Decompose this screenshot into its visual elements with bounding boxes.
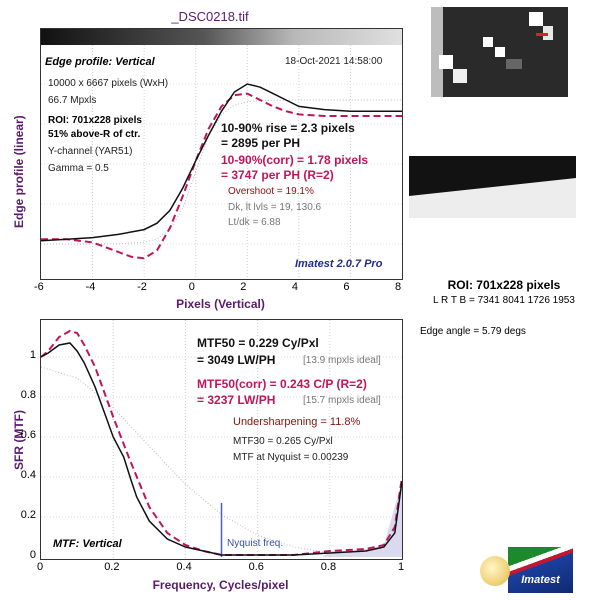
mtf-y-tick: 0.6	[20, 429, 36, 441]
mtf-y-tick: 0.2	[20, 509, 36, 521]
dark-light-levels: Dk, lt lvls = 19, 130.6	[228, 202, 322, 213]
roi-position: 51% above-R of ctr.	[48, 129, 141, 140]
chart-title: _DSC0218.tif	[171, 9, 249, 24]
mtf-y-tick: 0.8	[20, 389, 36, 401]
rise-corr-per-ph: = 3747 per PH (R=2)	[221, 168, 334, 182]
roi-thumbnail	[431, 7, 568, 97]
mtf50-value: MTF50 = 0.229 Cy/Pxl	[197, 336, 319, 350]
edge-x-tick: 0	[188, 281, 195, 293]
edge-x-ticks: -6 -4 -2 0 2 4 6 8	[34, 281, 402, 295]
mtf-y-tick: 1	[29, 349, 36, 361]
image-mpxls: 66.7 Mpxls	[48, 95, 97, 106]
edge-x-axis-label: Pixels (Vertical)	[176, 297, 265, 311]
rise-per-ph: = 2895 per PH	[221, 136, 301, 150]
imatest-logo: Imatest	[508, 547, 573, 593]
mtf-x-axis-label: Frequency, Cycles/pixel	[152, 578, 289, 592]
mtf-x-tick: 1	[398, 561, 405, 573]
roi-size: ROI: 701x228 pixels	[48, 115, 142, 126]
roi-edge-crop	[409, 156, 576, 218]
edge-panel-label: Edge profile: Vertical	[45, 56, 155, 68]
edge-x-tick: -6	[34, 281, 44, 293]
edge-x-tick: 8	[395, 281, 402, 293]
mtf-noise-region	[322, 481, 402, 557]
edge-reference-curve	[41, 99, 402, 245]
edge-measured-curve	[41, 83, 402, 242]
mtf-reference-curve	[41, 366, 330, 554]
nyquist-label: Nyquist freq.	[227, 538, 284, 549]
mtf-plot	[41, 320, 402, 559]
mtf-x-tick: 0	[37, 561, 44, 573]
edge-x-tick: -4	[85, 281, 96, 293]
sun-icon	[480, 556, 510, 586]
mtf-at-nyquist: MTF at Nyquist = 0.00239	[233, 452, 349, 463]
mtf-panel-label: MTF: Vertical	[53, 538, 122, 550]
mtf-panel: MTF50 = 0.229 Cy/Pxl = 3049 LW/PH [13.9 …	[40, 319, 403, 560]
mtf-measured-curve	[41, 342, 402, 556]
edge-corrected-curve	[41, 92, 402, 260]
mtf-x-tick: 0.2	[104, 561, 120, 573]
rise-corr-value: 10-90%(corr) = 1.78 pixels	[221, 153, 369, 167]
image-size: 10000 x 6667 pixels (WxH)	[48, 78, 169, 89]
overshoot: Overshoot = 19.1%	[228, 186, 314, 197]
mtf50-lwph: = 3049 LW/PH	[197, 353, 276, 367]
undersharpening: Undersharpening = 11.8%	[233, 416, 361, 428]
mtf-y-tick: 0	[29, 549, 36, 561]
mtf-y-ticks: 0 0.2 0.4 0.6 0.8 1	[20, 319, 38, 561]
edge-x-tick: 2	[240, 281, 247, 293]
mtf50-corr-value: MTF50(corr) = 0.243 C/P (R=2)	[197, 377, 367, 391]
roi-marker	[536, 33, 548, 36]
edge-y-axis-label: Edge profile (linear)	[12, 115, 26, 228]
edge-x-tick: 4	[291, 281, 298, 293]
light-dark-ratio: Lt/dk = 6.88	[228, 217, 281, 228]
edge-x-tick: 6	[343, 281, 350, 293]
edge-gradient-strip	[41, 29, 402, 45]
mtf50-ideal: [13.9 mpxls ideal]	[303, 355, 381, 366]
edge-profile-plot	[41, 45, 402, 279]
mtf-y-tick: 0.4	[20, 469, 36, 481]
edge-profile-panel: Edge profile: Vertical 18-Oct-2021 14:58…	[40, 28, 403, 280]
mtf30-value: MTF30 = 0.265 Cy/Pxl	[233, 436, 333, 447]
mtf50-corr-ideal: [15.7 mpxls ideal]	[303, 395, 381, 406]
mtf50-corr-lwph: = 3237 LW/PH	[197, 393, 276, 407]
edge-angle: Edge angle = 5.79 degs	[420, 326, 526, 337]
side-roi-bounds: L R T B = 7341 8041 1726 1953	[433, 295, 575, 306]
gamma-info: Gamma = 0.5	[48, 163, 109, 174]
mtf-x-tick: 0.8	[320, 561, 337, 573]
software-version: Imatest 2.0.7 Pro	[295, 258, 383, 270]
edge-x-tick: -2	[137, 281, 147, 293]
edge-timestamp: 18-Oct-2021 14:58:00	[285, 56, 383, 67]
mtf-x-ticks: 0 0.2 0.4 0.6 0.8 1	[37, 561, 405, 575]
mtf-corrected-curve	[41, 329, 402, 556]
channel-info: Y-channel (YAR51)	[48, 146, 133, 157]
mtf-x-tick: 0.6	[248, 561, 264, 573]
mtf-x-tick: 0.4	[176, 561, 192, 573]
rise-value: 10-90% rise = 2.3 pixels	[221, 121, 355, 135]
side-roi-size: ROI: 701x228 pixels	[447, 278, 561, 292]
